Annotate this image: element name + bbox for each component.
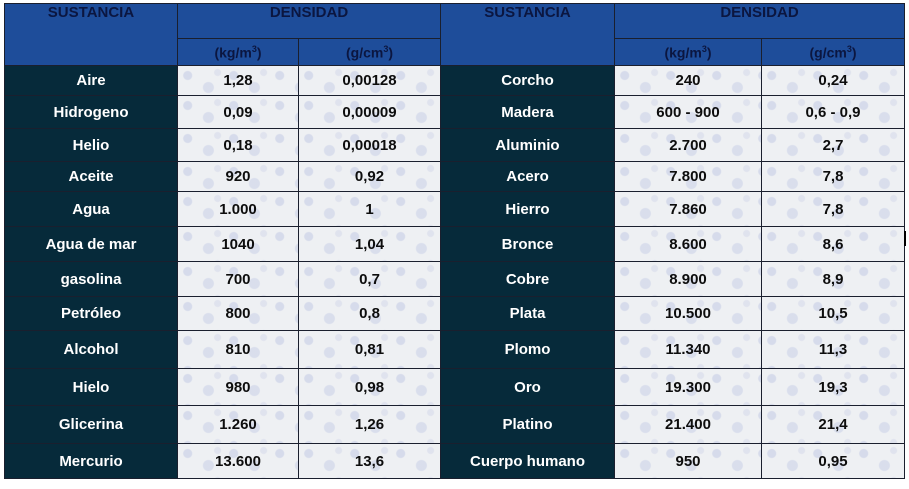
density-kgm3: 0,09	[177, 95, 299, 129]
text-cursor-mark	[904, 231, 906, 246]
substance-name: Plomo	[440, 330, 615, 369]
substance-name: Cuerpo humano	[440, 443, 615, 479]
density-gcm3: 13,6	[298, 443, 441, 479]
substance-name: Madera	[440, 95, 615, 129]
density-gcm3: 0,00128	[298, 65, 441, 96]
table-row: Alcohol 810 0,81 Plomo 11.340 11,3	[4, 330, 905, 369]
header-density-right: DENSIDAD	[614, 3, 905, 39]
density-gcm3: 8,9	[761, 261, 905, 297]
substance-name: Bronce	[440, 226, 615, 262]
header-substance-right: SUSTANCIA	[440, 3, 615, 66]
substance-name: Oro	[440, 368, 615, 406]
header-substance-left: SUSTANCIA	[4, 3, 178, 66]
density-kgm3: 700	[177, 261, 299, 297]
density-gcm3: 0,98	[298, 368, 441, 406]
density-kgm3: 7.860	[614, 191, 762, 227]
density-kgm3: 7.800	[614, 161, 762, 192]
table-row: Helio 0,18 0,00018 Aluminio 2.700 2,7	[4, 128, 905, 162]
density-gcm3: 1,26	[298, 405, 441, 444]
header-density-left: DENSIDAD	[177, 3, 441, 39]
table-row: Agua de mar 1040 1,04 Bronce 8.600 8,6	[4, 226, 905, 262]
density-gcm3: 0,92	[298, 161, 441, 192]
table-row: Aceite 920 0,92 Acero 7.800 7,8	[4, 161, 905, 192]
unit-gcm3-right: (g/cm3)	[761, 38, 905, 66]
density-gcm3: 10,5	[761, 296, 905, 331]
density-kgm3: 8.600	[614, 226, 762, 262]
substance-name: Aceite	[4, 161, 178, 192]
density-kgm3: 0,18	[177, 128, 299, 162]
substance-name: Agua	[4, 191, 178, 227]
density-kgm3: 600 - 900	[614, 95, 762, 129]
density-gcm3: 0,8	[298, 296, 441, 331]
unit-kgm3-left: (kg/m3)	[177, 38, 299, 66]
density-kgm3: 800	[177, 296, 299, 331]
table-row: Hielo 980 0,98 Oro 19.300 19,3	[4, 368, 905, 406]
density-table: SUSTANCIA DENSIDAD SUSTANCIA DENSIDAD (k…	[4, 3, 905, 479]
substance-name: Hierro	[440, 191, 615, 227]
substance-name: Hidrogeno	[4, 95, 178, 129]
substance-name: Corcho	[440, 65, 615, 96]
table-row: gasolina 700 0,7 Cobre 8.900 8,9	[4, 261, 905, 297]
table-row: Aire 1,28 0,00128 Corcho 240 0,24	[4, 65, 905, 96]
density-kgm3: 8.900	[614, 261, 762, 297]
substance-name: Mercurio	[4, 443, 178, 479]
density-kgm3: 1.260	[177, 405, 299, 444]
substance-name: Aluminio	[440, 128, 615, 162]
substance-name: Petróleo	[4, 296, 178, 331]
unit-row: (kg/m3) (g/cm3) (kg/m3) (g/cm3)	[5, 38, 905, 66]
density-gcm3: 7,8	[761, 191, 905, 227]
density-gcm3: 21,4	[761, 405, 905, 444]
substance-name: gasolina	[4, 261, 178, 297]
density-gcm3: 0,6 - 0,9	[761, 95, 905, 129]
density-gcm3: 0,24	[761, 65, 905, 96]
substance-name: Glicerina	[4, 405, 178, 444]
density-gcm3: 0,95	[761, 443, 905, 479]
density-gcm3: 0,00009	[298, 95, 441, 129]
density-gcm3: 0,81	[298, 330, 441, 369]
density-kgm3: 13.600	[177, 443, 299, 479]
table-body: Aire 1,28 0,00128 Corcho 240 0,24 Hidrog…	[4, 65, 905, 479]
table-row: Mercurio 13.600 13,6 Cuerpo humano 950 0…	[4, 443, 905, 479]
table-row: Hidrogeno 0,09 0,00009 Madera 600 - 900 …	[4, 95, 905, 129]
density-kgm3: 10.500	[614, 296, 762, 331]
unit-gcm3-left: (g/cm3)	[298, 38, 441, 66]
density-kgm3: 240	[614, 65, 762, 96]
density-kgm3: 2.700	[614, 128, 762, 162]
density-kgm3: 11.340	[614, 330, 762, 369]
density-kgm3: 1040	[177, 226, 299, 262]
header-row: SUSTANCIA DENSIDAD SUSTANCIA DENSIDAD	[4, 3, 905, 66]
substance-name: Alcohol	[4, 330, 178, 369]
density-kgm3: 1,28	[177, 65, 299, 96]
table-row: Petróleo 800 0,8 Plata 10.500 10,5	[4, 296, 905, 331]
substance-name: Cobre	[440, 261, 615, 297]
substance-name: Hielo	[4, 368, 178, 406]
density-gcm3: 8,6	[761, 226, 905, 262]
unit-kgm3-right: (kg/m3)	[614, 38, 762, 66]
substance-name: Aire	[4, 65, 178, 96]
density-gcm3: 7,8	[761, 161, 905, 192]
density-kgm3: 920	[177, 161, 299, 192]
density-kgm3: 21.400	[614, 405, 762, 444]
density-kgm3: 810	[177, 330, 299, 369]
density-gcm3: 1,04	[298, 226, 441, 262]
substance-name: Helio	[4, 128, 178, 162]
table-row: Glicerina 1.260 1,26 Platino 21.400 21,4	[4, 405, 905, 444]
substance-name: Acero	[440, 161, 615, 192]
density-gcm3: 0,00018	[298, 128, 441, 162]
substance-name: Agua de mar	[4, 226, 178, 262]
density-gcm3: 19,3	[761, 368, 905, 406]
density-kgm3: 980	[177, 368, 299, 406]
substance-name: Platino	[440, 405, 615, 444]
density-kgm3: 950	[614, 443, 762, 479]
density-kgm3: 19.300	[614, 368, 762, 406]
table-row: Agua 1.000 1 Hierro 7.860 7,8	[4, 191, 905, 227]
density-gcm3: 0,7	[298, 261, 441, 297]
density-gcm3: 11,3	[761, 330, 905, 369]
substance-name: Plata	[440, 296, 615, 331]
density-gcm3: 1	[298, 191, 441, 227]
density-gcm3: 2,7	[761, 128, 905, 162]
density-kgm3: 1.000	[177, 191, 299, 227]
